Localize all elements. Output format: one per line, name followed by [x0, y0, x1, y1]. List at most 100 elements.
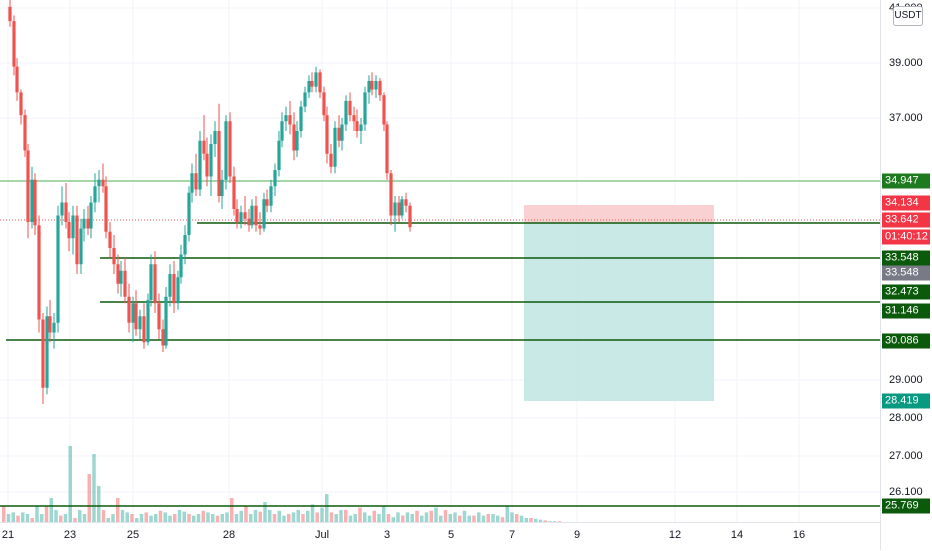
- price-level-label: 32.473: [882, 284, 930, 300]
- candle: [23, 109, 27, 157]
- volume-bar: [458, 515, 462, 522]
- volume-bar: [163, 512, 167, 522]
- candle: [367, 75, 371, 104]
- candle: [33, 173, 37, 235]
- candle: [217, 103, 221, 203]
- time-axis[interactable]: 21 23 25 28 Jul 3 5 7 9 12 14 16: [0, 522, 880, 551]
- candle: [8, 0, 12, 27]
- candle-body: [329, 153, 333, 167]
- volume-bar: [30, 518, 34, 522]
- candle-body: [284, 115, 288, 122]
- candle: [149, 254, 153, 307]
- volume-bar: [116, 498, 120, 522]
- time-tick-label: 21: [1, 529, 15, 541]
- candle-body: [348, 100, 352, 116]
- candle-body: [123, 270, 127, 297]
- chart-pane[interactable]: [0, 0, 880, 522]
- candle: [89, 196, 93, 239]
- price-axis[interactable]: 41.00039.00037.00029.00028.00027.00026.1…: [880, 0, 932, 550]
- candle-body: [389, 173, 393, 216]
- currency-badge[interactable]: USDT: [893, 6, 923, 26]
- candle: [168, 264, 172, 307]
- volume-bar: [168, 515, 172, 522]
- volume-bar: [287, 514, 291, 522]
- volume-bar: [491, 514, 495, 522]
- candle: [64, 183, 68, 229]
- candle: [273, 163, 277, 196]
- candle: [269, 179, 273, 213]
- volume-bar: [396, 512, 400, 522]
- candle-body: [30, 179, 34, 222]
- candle: [385, 121, 389, 180]
- candle-body: [318, 72, 322, 93]
- volume-bar: [106, 518, 110, 522]
- volume-bar: [158, 510, 163, 522]
- volume-bar: [510, 512, 514, 522]
- candle-body: [116, 264, 120, 284]
- volume-bar: [249, 514, 253, 522]
- candle: [322, 86, 326, 122]
- volume-bar: [420, 515, 424, 522]
- candle: [67, 212, 71, 252]
- volume-bar: [481, 515, 486, 522]
- candle: [292, 112, 296, 161]
- candle-body: [93, 186, 97, 203]
- candle: [82, 209, 86, 242]
- candle: [134, 290, 138, 336]
- volume-bar: [315, 512, 319, 522]
- candlestick-chart[interactable]: [0, 0, 880, 522]
- candle-body: [224, 121, 228, 180]
- candle: [224, 115, 228, 190]
- candle-body: [280, 121, 284, 141]
- time-tick-label: 23: [63, 529, 77, 541]
- candle-body: [60, 202, 64, 216]
- candle-body: [131, 303, 135, 323]
- volume-bar: [220, 514, 224, 522]
- volume-bar: [339, 510, 343, 522]
- candle: [235, 199, 239, 229]
- volume-bar: [206, 512, 210, 522]
- candle: [250, 199, 254, 229]
- candle-body: [408, 205, 412, 228]
- candle: [318, 69, 322, 99]
- volume-bar: [453, 512, 457, 522]
- candle-body: [262, 199, 266, 229]
- candle-body: [359, 124, 363, 131]
- candle-body: [56, 215, 60, 323]
- time-tick-label: Jul: [314, 529, 330, 541]
- candle: [202, 115, 206, 161]
- volume-bar: [529, 518, 533, 522]
- candle-body: [333, 127, 337, 167]
- volume-bar: [92, 454, 96, 522]
- price-level-label: 34.947: [882, 173, 930, 189]
- candle: [127, 283, 131, 333]
- volume-bar: [135, 518, 139, 522]
- price-tick-label: 29.000: [889, 374, 923, 386]
- candle-body: [75, 215, 79, 265]
- price-level-label: 25.769: [882, 498, 930, 514]
- volume-bar: [405, 512, 410, 522]
- candle-body: [79, 228, 83, 265]
- candle-body: [86, 218, 90, 229]
- volume-bar: [44, 506, 49, 522]
- volume-bar: [344, 510, 348, 522]
- candle: [355, 109, 359, 138]
- volume-bar: [329, 512, 334, 522]
- candle: [93, 173, 97, 213]
- candle: [400, 196, 404, 219]
- volume-bar: [557, 521, 562, 522]
- candle-body: [108, 231, 112, 248]
- volume-bar: [382, 506, 386, 522]
- volume-bar: [201, 510, 205, 522]
- candle-body: [205, 153, 209, 177]
- candle: [303, 86, 307, 113]
- candle-body: [217, 131, 221, 196]
- candle: [340, 118, 344, 151]
- candle: [179, 244, 183, 284]
- candle-body: [370, 80, 374, 90]
- price-level-label: 34.134: [882, 195, 930, 211]
- volume-bar: [434, 507, 438, 522]
- candle-body: [250, 205, 254, 226]
- candle: [138, 309, 142, 339]
- candle-body: [265, 199, 269, 206]
